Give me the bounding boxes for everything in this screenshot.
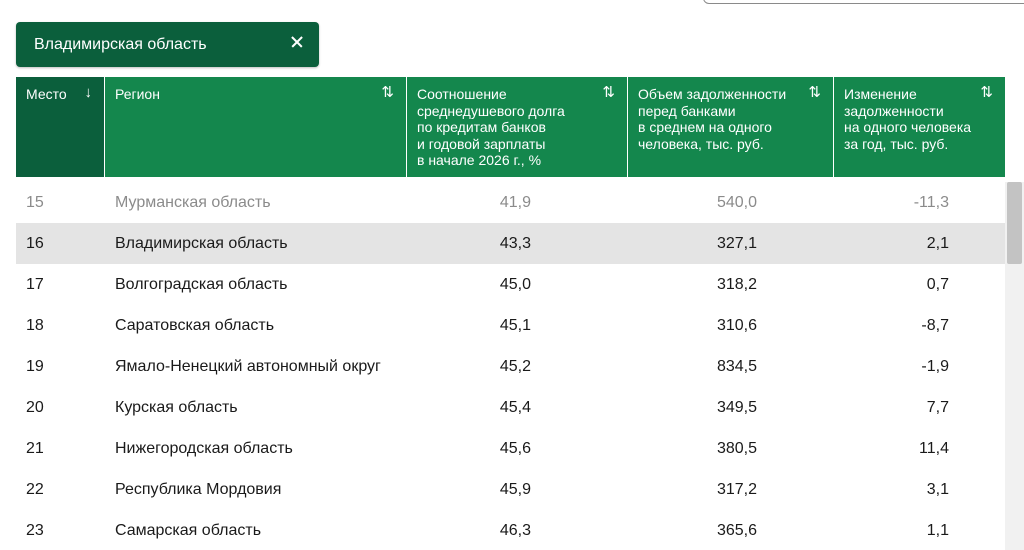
- ratio-cell: 45,9: [499, 480, 531, 498]
- region-filter-label: Владимирская область: [34, 35, 207, 53]
- table-row[interactable]: 21 Нижегородская область 45,6 380,5 11,4: [16, 428, 1005, 469]
- change-cell: -1,9: [921, 357, 949, 375]
- ratio-cell: 45,4: [499, 398, 531, 416]
- table-row-highlighted[interactable]: 16 Владимирская область 43,3 327,1 2,1: [16, 223, 1005, 264]
- ratio-cell: 43,3: [499, 234, 531, 252]
- table-row[interactable]: 22 Республика Мордовия 45,9 317,2 3,1: [16, 469, 1005, 510]
- sort-desc-icon[interactable]: ↓: [84, 84, 93, 101]
- place-cell: 16: [26, 234, 44, 252]
- scrollbar-thumb[interactable]: [1007, 182, 1022, 264]
- region-cell: Ямало-Ненецкий автономный округ: [115, 357, 381, 375]
- table-body: 15 Мурманская область 41,9 540,0 -11,3 1…: [16, 177, 1005, 550]
- debt-cell: 317,2: [716, 480, 757, 498]
- debt-cell: 318,2: [716, 275, 757, 293]
- place-cell: 21: [26, 439, 44, 457]
- change-cell: 3,1: [926, 480, 949, 498]
- change-cell: 11,4: [919, 439, 949, 457]
- place-cell: 18: [26, 316, 44, 334]
- column-header-label: Соотношение среднедушевого долга по кред…: [417, 86, 565, 168]
- debt-cell: 327,1: [716, 234, 757, 252]
- change-cell: 2,1: [926, 234, 949, 252]
- table-row[interactable]: 23 Самарская область 46,3 365,6 1,1: [16, 510, 1005, 550]
- debt-cell: 834,5: [716, 357, 757, 375]
- debt-cell: 349,5: [716, 398, 757, 416]
- region-cell: Волгоградская область: [115, 275, 288, 293]
- place-cell: 19: [26, 357, 44, 375]
- place-cell: 15: [26, 193, 44, 211]
- ranking-table: Место ↓ Регион ⇅ Соотношение среднедушев…: [16, 77, 1005, 550]
- region-cell: Мурманская область: [115, 193, 271, 211]
- place-cell: 17: [26, 275, 44, 293]
- ratio-cell: 41,9: [499, 193, 531, 211]
- ratio-cell: 45,2: [499, 357, 531, 375]
- column-header-label: Изменение задолженности на одного челове…: [844, 86, 972, 152]
- region-cell: Республика Мордовия: [115, 480, 282, 498]
- table-row[interactable]: 19 Ямало-Ненецкий автономный округ 45,2 …: [16, 346, 1005, 387]
- top-frame: [703, 0, 1024, 4]
- table-row[interactable]: 18 Саратовская область 45,1 310,6 -8,7: [16, 305, 1005, 346]
- column-header-debt-salary-ratio[interactable]: Соотношение среднедушевого долга по кред…: [407, 77, 628, 177]
- table-row[interactable]: 17 Волгоградская область 45,0 318,2 0,7: [16, 264, 1005, 305]
- place-cell: 20: [26, 398, 44, 416]
- sort-icon[interactable]: ⇅: [808, 84, 821, 101]
- table-header: Место ↓ Регион ⇅ Соотношение среднедушев…: [16, 77, 1005, 177]
- region-filter-chip[interactable]: Владимирская область: [16, 22, 319, 67]
- column-header-label: Регион: [115, 86, 160, 102]
- debt-cell: 365,6: [716, 521, 757, 539]
- region-cell: Владимирская область: [115, 234, 288, 252]
- change-cell: 7,7: [926, 398, 949, 416]
- column-header-place[interactable]: Место ↓: [16, 77, 105, 177]
- table-row[interactable]: 20 Курская область 45,4 349,5 7,7: [16, 387, 1005, 428]
- change-cell: 1,1: [926, 521, 949, 539]
- close-icon[interactable]: [287, 32, 307, 52]
- change-cell: 0,7: [926, 275, 949, 293]
- debt-cell: 310,6: [716, 316, 757, 334]
- region-cell: Самарская область: [115, 521, 262, 539]
- column-header-debt-per-person[interactable]: Объем задолженности перед банками в сред…: [628, 77, 834, 177]
- column-header-region[interactable]: Регион ⇅: [105, 77, 407, 177]
- table-row[interactable]: 15 Мурманская область 41,9 540,0 -11,3: [16, 182, 1005, 223]
- column-header-label: Место: [26, 86, 67, 102]
- place-cell: 23: [26, 521, 44, 539]
- region-cell: Курская область: [115, 398, 238, 416]
- sort-icon[interactable]: ⇅: [980, 84, 993, 101]
- ratio-cell: 45,0: [499, 275, 531, 293]
- ratio-cell: 45,6: [499, 439, 531, 457]
- ratio-cell: 45,1: [499, 316, 531, 334]
- sort-icon[interactable]: ⇅: [602, 84, 615, 101]
- column-header-label: Объем задолженности перед банками в сред…: [638, 86, 787, 152]
- column-header-debt-change[interactable]: Изменение задолженности на одного челове…: [834, 77, 1005, 177]
- region-cell: Саратовская область: [115, 316, 275, 334]
- debt-cell: 540,0: [716, 193, 757, 211]
- change-cell: -8,7: [921, 316, 949, 334]
- change-cell: -11,3: [913, 193, 949, 211]
- region-cell: Нижегородская область: [115, 439, 293, 457]
- vertical-scrollbar[interactable]: [1005, 182, 1024, 550]
- ratio-cell: 46,3: [499, 521, 531, 539]
- sort-icon[interactable]: ⇅: [381, 84, 394, 101]
- place-cell: 22: [26, 480, 44, 498]
- debt-cell: 380,5: [716, 439, 757, 457]
